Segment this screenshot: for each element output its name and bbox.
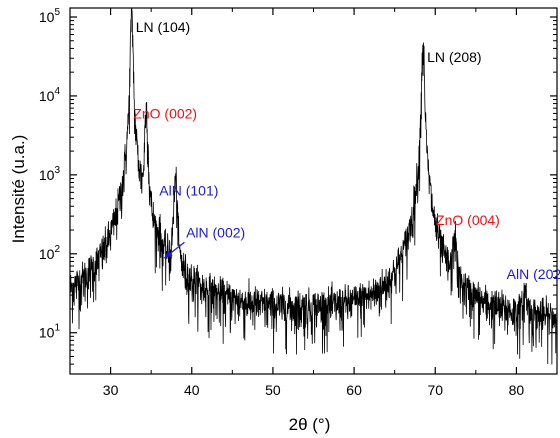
y-tick-label: 102 [39,244,61,262]
x-axis-title: 2θ (°) [289,415,331,434]
y-tick-label: 101 [39,323,61,341]
y-tick-label: 103 [39,165,61,183]
x-tick-label: 40 [184,382,200,398]
peak-label: ZnO (002) [133,105,197,121]
peak-label: AlN (202) [507,266,560,282]
x-tick-label: 60 [346,382,362,398]
peak-labels-layer: LN (104) ZnO (002) AlN (101) AlN (002) LN (2… [133,19,560,282]
ticks-layer: 30 40 50 60 70 80 101 102 103 104 105 [39,7,558,398]
diffraction-curve [70,8,557,365]
x-tick-label: 70 [427,382,443,398]
peak-label: AlN (101) [159,182,218,198]
x-tick-label: 30 [103,382,119,398]
x-tick-label: 50 [265,382,281,398]
x-tick-label: 80 [509,382,525,398]
annotation-arrow-head [164,250,173,259]
peak-label: LN (104) [136,19,190,35]
curve-layer [70,8,557,365]
y-axis-title: Intensité (u.a.) [9,135,28,244]
peak-label: AlN (002) [186,225,245,241]
y-tick-label: 105 [39,7,61,25]
plot-frame [69,7,558,375]
peak-label: ZnO (004) [436,212,500,228]
peak-label: LN (208) [427,49,481,65]
y-tick-label: 104 [39,86,61,104]
